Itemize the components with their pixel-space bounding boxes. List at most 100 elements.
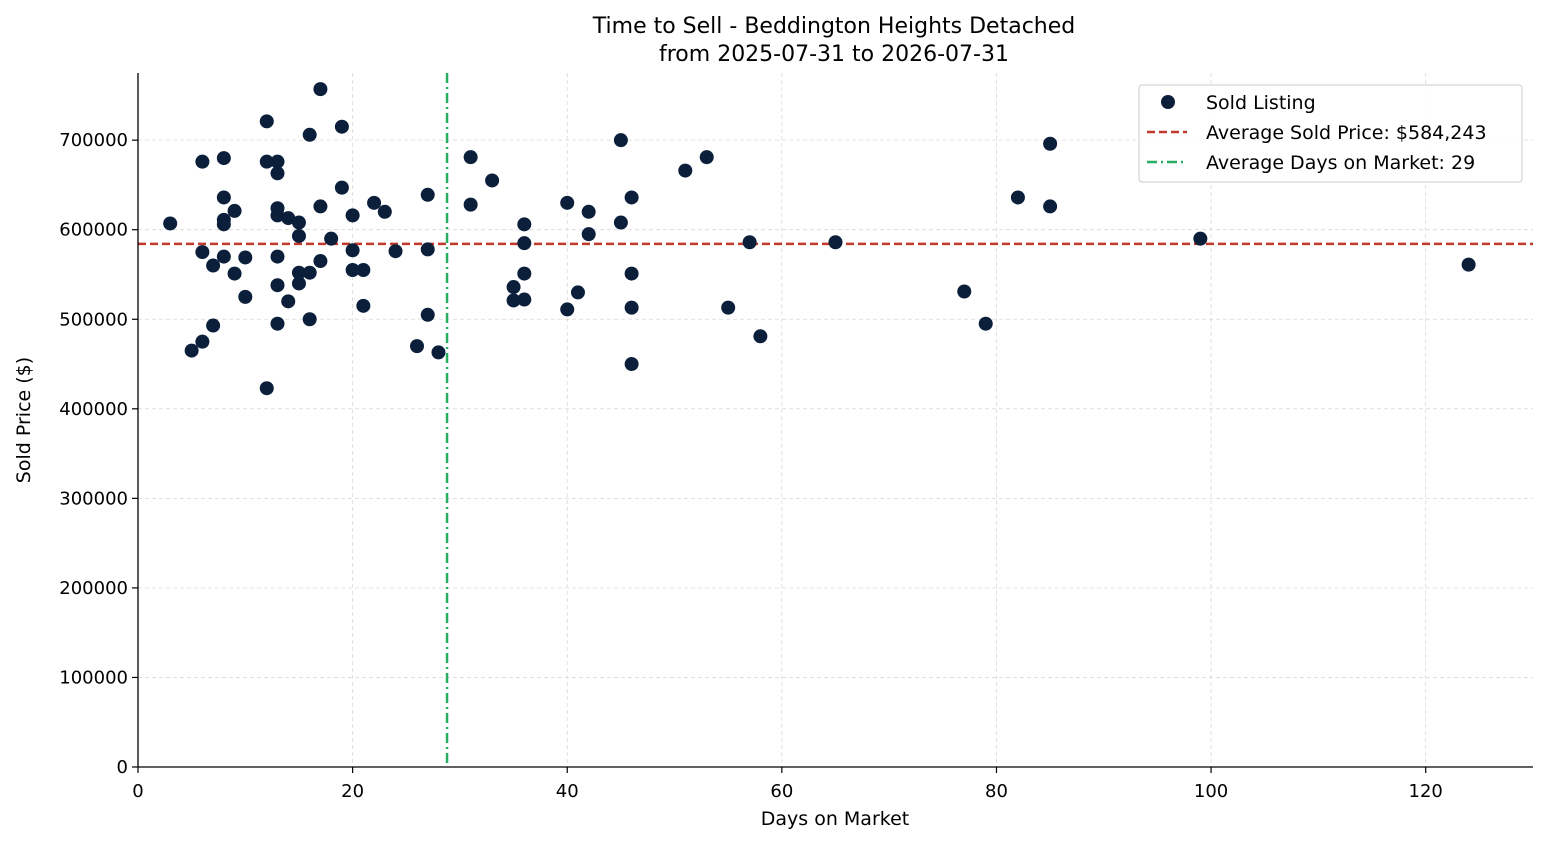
data-point	[163, 216, 178, 231]
data-point	[377, 204, 392, 219]
data-point	[506, 280, 521, 295]
data-point	[281, 294, 296, 309]
data-point	[238, 250, 253, 265]
data-point	[388, 244, 403, 259]
x-tick-label: 40	[556, 781, 579, 802]
data-point	[216, 151, 231, 166]
data-point	[270, 201, 285, 216]
data-point	[613, 215, 628, 230]
data-point	[1043, 199, 1058, 214]
data-point	[613, 133, 628, 148]
data-point	[742, 235, 757, 250]
data-point	[270, 166, 285, 181]
data-point	[302, 265, 317, 280]
data-point	[313, 199, 328, 214]
data-point	[291, 276, 306, 291]
data-point	[291, 228, 306, 243]
y-tick-label: 400000	[59, 399, 128, 420]
data-point	[270, 154, 285, 169]
x-tick-label: 0	[132, 781, 143, 802]
data-point	[270, 278, 285, 293]
data-point	[517, 236, 532, 251]
legend-label-sold-listing: Sold Listing	[1206, 92, 1316, 114]
x-axis-ticks: 0 20 40 60 80 100 120	[132, 767, 1443, 802]
data-point	[699, 150, 714, 165]
data-point	[259, 114, 274, 129]
data-point	[463, 150, 478, 165]
data-point	[570, 285, 585, 300]
data-point	[1043, 136, 1058, 151]
data-point	[828, 235, 843, 250]
data-point	[345, 263, 360, 278]
data-point	[1010, 190, 1025, 205]
y-tick-label: 200000	[59, 578, 128, 599]
data-point	[270, 249, 285, 264]
data-point	[281, 211, 296, 226]
data-point	[345, 208, 360, 223]
data-point	[367, 195, 382, 210]
data-point	[238, 289, 253, 304]
data-point	[324, 231, 339, 246]
data-point	[216, 212, 231, 227]
x-tick-label: 120	[1409, 781, 1443, 802]
data-point	[195, 245, 210, 260]
data-point	[721, 300, 736, 315]
data-point	[581, 204, 596, 219]
y-tick-label: 700000	[59, 130, 128, 151]
data-point	[291, 265, 306, 280]
data-point	[259, 381, 274, 396]
data-point	[227, 266, 242, 281]
x-tick-label: 20	[341, 781, 364, 802]
y-tick-label: 600000	[59, 220, 128, 241]
data-point	[334, 180, 349, 195]
data-point	[195, 334, 210, 349]
data-point	[431, 345, 446, 360]
data-point	[517, 266, 532, 281]
data-point	[259, 154, 274, 169]
data-point	[978, 316, 993, 331]
chart-subtitle: from 2025-07-31 to 2026-07-31	[659, 42, 1009, 67]
data-point	[345, 243, 360, 258]
data-point	[216, 190, 231, 205]
data-point	[313, 254, 328, 269]
data-point	[410, 339, 424, 354]
data-point	[957, 284, 972, 299]
data-point	[302, 312, 317, 327]
data-point	[356, 263, 371, 278]
x-tick-label: 100	[1194, 781, 1228, 802]
y-axis-ticks: 0 100000 200000 300000 400000 500000 600000 700…	[59, 130, 138, 778]
data-point	[334, 119, 349, 134]
data-point	[1193, 231, 1208, 246]
data-point	[485, 173, 500, 188]
y-tick-label: 300000	[59, 488, 128, 509]
chart-title: Time to Sell - Beddington Heights Detach…	[592, 14, 1075, 39]
data-point	[313, 82, 328, 97]
legend-label-average-days: Average Days on Market: 29	[1206, 152, 1475, 174]
data-point	[184, 343, 199, 358]
data-point	[195, 154, 210, 169]
x-tick-label: 80	[985, 781, 1008, 802]
data-point	[517, 217, 532, 232]
data-point	[1461, 257, 1476, 272]
legend-box	[1138, 84, 1523, 183]
legend-marker-sold-listing	[1161, 95, 1175, 109]
data-point	[291, 215, 306, 230]
data-point	[560, 302, 575, 317]
y-tick-label: 0	[117, 757, 128, 778]
data-point	[506, 293, 521, 308]
y-tick-label: 500000	[59, 309, 128, 330]
data-point	[420, 307, 435, 322]
data-point	[227, 203, 242, 218]
data-point	[463, 197, 478, 212]
data-point	[206, 318, 221, 333]
data-point	[420, 187, 435, 202]
data-point	[753, 329, 768, 344]
data-point	[420, 242, 435, 257]
data-point	[216, 249, 231, 264]
x-tick-label: 60	[770, 781, 793, 802]
data-point	[270, 316, 285, 331]
legend-label-average-price: Average Sold Price: $584,243	[1206, 122, 1487, 144]
data-point	[581, 227, 596, 242]
data-point	[356, 298, 371, 313]
x-axis-label: Days on Market	[761, 808, 909, 830]
